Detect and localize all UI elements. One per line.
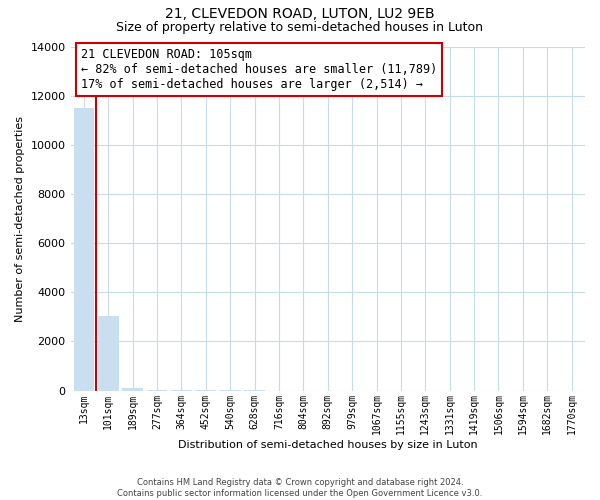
Text: 21, CLEVEDON ROAD, LUTON, LU2 9EB: 21, CLEVEDON ROAD, LUTON, LU2 9EB <box>165 8 435 22</box>
Text: Size of property relative to semi-detached houses in Luton: Size of property relative to semi-detach… <box>116 21 484 34</box>
Text: 21 CLEVEDON ROAD: 105sqm
← 82% of semi-detached houses are smaller (11,789)
17% : 21 CLEVEDON ROAD: 105sqm ← 82% of semi-d… <box>81 48 437 91</box>
Bar <box>98 316 119 390</box>
Y-axis label: Number of semi-detached properties: Number of semi-detached properties <box>15 116 25 322</box>
X-axis label: Distribution of semi-detached houses by size in Luton: Distribution of semi-detached houses by … <box>178 440 478 450</box>
Text: Contains HM Land Registry data © Crown copyright and database right 2024.
Contai: Contains HM Land Registry data © Crown c… <box>118 478 482 498</box>
Bar <box>122 388 143 390</box>
Bar <box>74 108 94 391</box>
